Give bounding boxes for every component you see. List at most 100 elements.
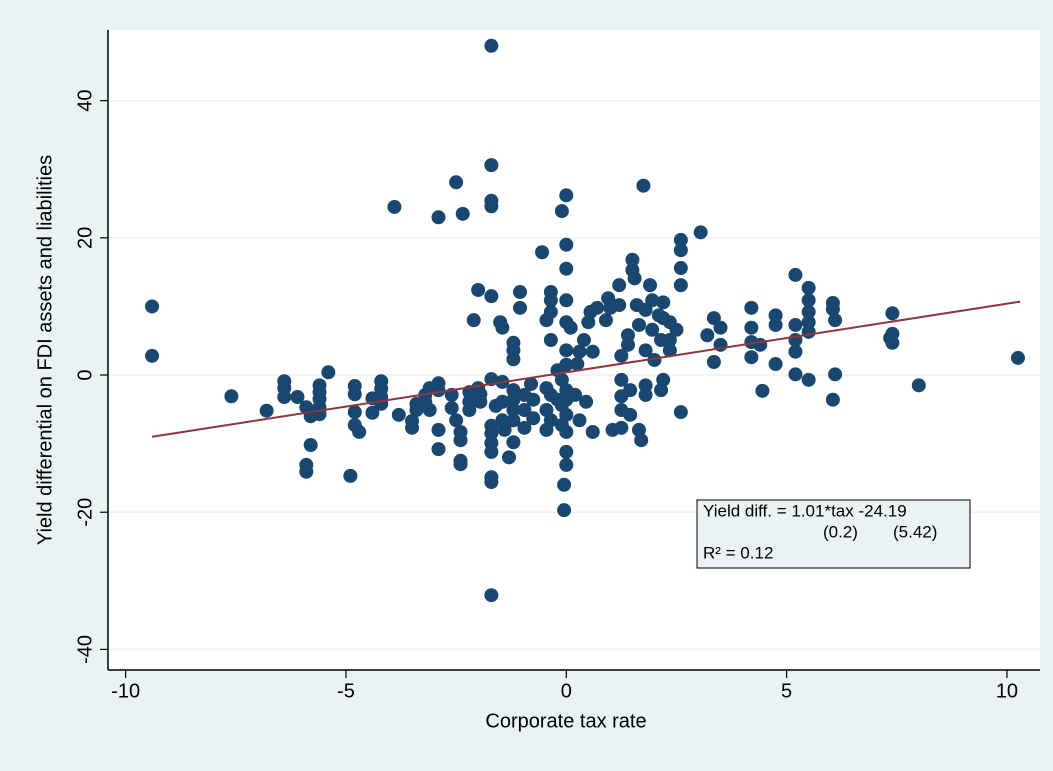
- point: [473, 394, 488, 409]
- point: [1010, 350, 1025, 365]
- point: [673, 232, 688, 247]
- point: [506, 413, 521, 428]
- point: [612, 278, 627, 293]
- point: [801, 372, 816, 387]
- point: [631, 317, 646, 332]
- point: [559, 424, 574, 439]
- point: [801, 315, 816, 330]
- x-tick-label: -5: [337, 680, 355, 702]
- point: [559, 457, 574, 472]
- point: [788, 317, 803, 332]
- annotation-box: [696, 499, 971, 569]
- point: [572, 344, 587, 359]
- point: [612, 298, 627, 313]
- point: [625, 252, 640, 267]
- point: [614, 372, 629, 387]
- annotation-r2: R² = 0.12: [703, 543, 773, 562]
- point: [484, 426, 499, 441]
- point: [422, 403, 437, 418]
- point: [409, 403, 424, 418]
- point: [495, 394, 510, 409]
- point: [484, 588, 499, 603]
- point: [788, 267, 803, 282]
- x-tick-label: 0: [561, 680, 572, 702]
- point: [365, 405, 380, 420]
- x-tick-label: 5: [781, 680, 792, 702]
- point: [579, 394, 594, 409]
- point: [405, 420, 420, 435]
- point: [568, 387, 583, 402]
- point: [673, 243, 688, 258]
- point: [647, 352, 662, 367]
- point: [444, 400, 459, 415]
- point: [638, 387, 653, 402]
- point: [744, 350, 759, 365]
- point: [277, 389, 292, 404]
- point: [524, 376, 539, 391]
- point: [744, 320, 759, 335]
- point: [513, 285, 528, 300]
- point: [576, 333, 591, 348]
- point: [801, 280, 816, 295]
- point: [634, 433, 649, 448]
- y-axis-label: Yield differential on FDI assets and lia…: [34, 155, 56, 545]
- point: [543, 413, 558, 428]
- annotation: Yield diff. = 1.01*tax -24.19 (0.2) (5.4…: [696, 499, 971, 569]
- point: [299, 464, 314, 479]
- point: [484, 199, 499, 214]
- point: [484, 289, 499, 304]
- point: [801, 324, 816, 339]
- point: [572, 413, 587, 428]
- point: [559, 444, 574, 459]
- point: [543, 293, 558, 308]
- point: [801, 304, 816, 319]
- point: [669, 322, 684, 337]
- point: [638, 378, 653, 393]
- point: [145, 348, 160, 363]
- point: [713, 320, 728, 335]
- point: [559, 237, 574, 252]
- point: [620, 337, 635, 352]
- point: [453, 433, 468, 448]
- point: [673, 405, 688, 420]
- point: [788, 367, 803, 382]
- point: [706, 355, 721, 370]
- y-tick-label: -40: [74, 635, 96, 664]
- point: [585, 424, 600, 439]
- point: [497, 422, 512, 437]
- point: [627, 271, 642, 286]
- point: [449, 413, 464, 428]
- point: [526, 392, 541, 407]
- point: [755, 383, 770, 398]
- point: [321, 365, 336, 380]
- point: [645, 293, 660, 308]
- point: [885, 306, 900, 321]
- point: [885, 335, 900, 350]
- point: [636, 178, 651, 193]
- point: [753, 337, 768, 352]
- annotation-se-intercept: (5.42): [893, 522, 937, 541]
- point: [656, 372, 671, 387]
- fit-line: [151, 300, 1021, 438]
- point: [484, 444, 499, 459]
- point: [431, 422, 446, 437]
- point: [825, 392, 840, 407]
- point: [554, 204, 569, 219]
- point: [700, 328, 715, 343]
- point: [590, 300, 605, 315]
- point: [506, 392, 521, 407]
- point: [517, 420, 532, 435]
- point: [259, 403, 274, 418]
- point: [828, 367, 843, 382]
- point: [557, 477, 572, 492]
- point: [535, 245, 550, 260]
- point: [352, 424, 367, 439]
- point: [431, 210, 446, 225]
- x-axis-label: Corporate tax rate: [485, 710, 646, 732]
- point: [506, 403, 521, 418]
- point: [768, 308, 783, 323]
- y-tick-label: 0: [74, 369, 96, 380]
- point: [643, 278, 658, 293]
- point: [620, 328, 635, 343]
- point: [911, 378, 926, 393]
